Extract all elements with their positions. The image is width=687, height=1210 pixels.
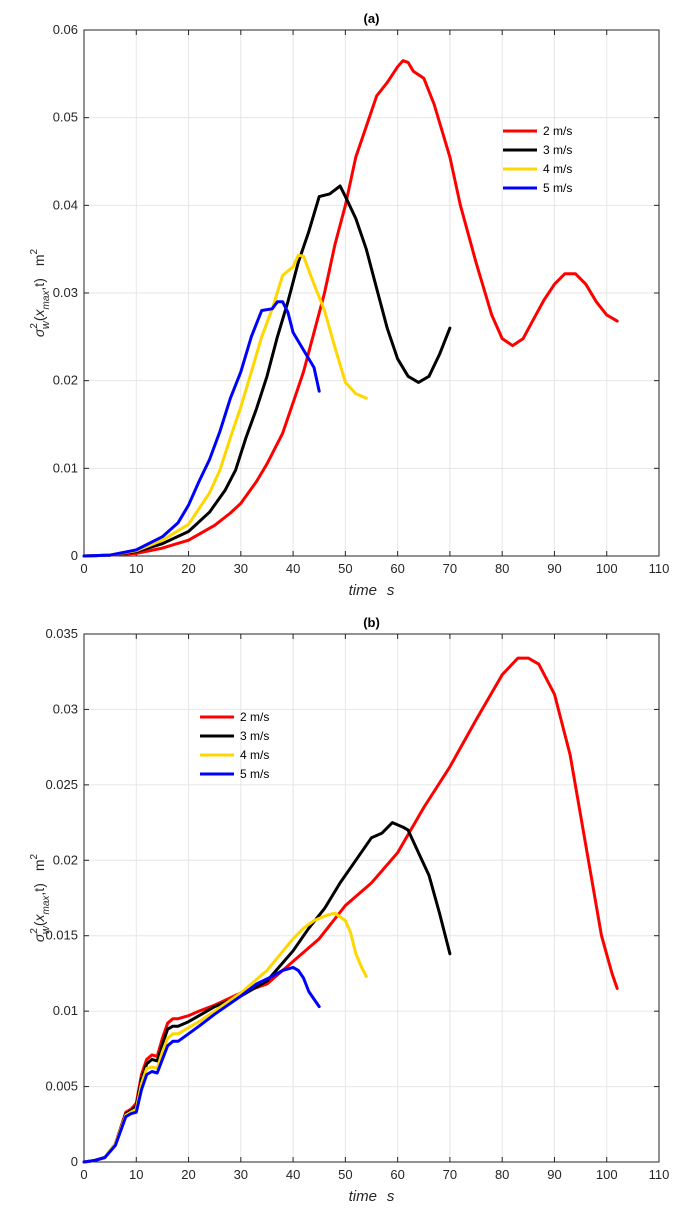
y-tick-label: 0.025: [45, 777, 78, 792]
y-tick-label: 0.035: [45, 626, 78, 641]
series-line-4-m-s: [82, 253, 368, 558]
x-tick-label: 0: [80, 561, 87, 576]
legend-entry: 3 m/s: [240, 729, 269, 743]
x-tick-label: 0: [80, 1167, 87, 1182]
legend-entry: 2 m/s: [240, 710, 269, 724]
y-tick-label: 0.04: [53, 197, 78, 212]
series-line-2-m-s: [82, 59, 619, 558]
legend-entry: 4 m/s: [240, 748, 269, 762]
panel-a: 0 10 20 30 40 50 60 70 80 90 100 110 0 0.01 0.02 0.03 0.…: [29, 11, 669, 599]
series-line-5-m-s: [82, 300, 321, 558]
x-tick-label: 10: [129, 1167, 143, 1182]
y-axis-label: σ2w(xmax,t)m2: [29, 248, 52, 337]
legend-entry: 3 m/s: [543, 143, 572, 157]
y-label-sub: w: [40, 925, 52, 934]
y-label-sigma: σ: [31, 933, 47, 942]
y-label-sigma: σ: [31, 328, 47, 337]
y-tick-label: 0: [71, 548, 78, 563]
y-label-unit-sup: 2: [29, 248, 40, 254]
x-tick-label: 40: [286, 561, 300, 576]
series-line-3-m-s: [82, 821, 452, 1164]
x-tick-label: 20: [181, 561, 195, 576]
y-label-sup: 2: [29, 928, 40, 934]
panel-b: 0 10 20 30 40 50 60 70 80 90 100 110 0 0.005 0.01 0.015…: [29, 615, 669, 1205]
x-tick-label: 70: [443, 561, 457, 576]
legend: 2 m/s 3 m/s 4 m/s 5 m/s: [503, 124, 572, 195]
x-tick-label: 20: [181, 1167, 195, 1182]
y-tick-label: 0.01: [53, 460, 78, 475]
x-axis-label: time s: [349, 1188, 395, 1205]
y-tick-label: 0.01: [53, 1003, 78, 1018]
y-tick-label: 0.06: [53, 22, 78, 37]
y-label-sup: 2: [29, 323, 40, 329]
axes-box: [83, 633, 660, 1163]
x-tick-label: 50: [338, 1167, 352, 1182]
x-axis-label-unit: s: [387, 582, 395, 599]
series-line-5-m-s: [82, 965, 321, 1164]
x-tick-label: 90: [547, 1167, 561, 1182]
y-tick-label: 0.03: [53, 701, 78, 716]
y-tick-label: 0.015: [45, 928, 78, 943]
y-tick-label: 0.02: [53, 373, 78, 388]
legend-entry: 2 m/s: [543, 124, 572, 138]
x-tick-label: 60: [390, 1167, 404, 1182]
x-tick-label: 10: [129, 561, 143, 576]
y-label-unit-sup: 2: [29, 853, 40, 859]
legend-entry: 5 m/s: [543, 181, 572, 195]
x-axis-label-main: time: [349, 582, 377, 599]
y-tick-label: 0.005: [45, 1079, 78, 1094]
y-tick-label: 0.03: [53, 285, 78, 300]
series-line-3-m-s: [82, 184, 452, 558]
x-tick-label: 110: [649, 561, 670, 576]
y-label-xsub: max: [41, 895, 52, 915]
x-tick-label: 100: [596, 1167, 618, 1182]
legend: 2 m/s 3 m/s 4 m/s 5 m/s: [200, 710, 269, 781]
legend-entry: 5 m/s: [240, 767, 269, 781]
x-tick-label: 100: [596, 561, 618, 576]
y-label-open: (: [31, 921, 47, 926]
x-axis-label: time s: [349, 582, 395, 599]
y-label-rest: ,t): [31, 278, 47, 290]
y-label-x: x: [31, 308, 47, 317]
y-axis-label: σ2w(xmax,t)m2: [29, 853, 52, 942]
x-tick-label: 50: [338, 561, 352, 576]
y-label-xsub: max: [41, 290, 52, 310]
x-tick-label: 80: [495, 1167, 509, 1182]
x-axis-label-main: time: [349, 1188, 377, 1205]
y-tick-label: 0: [71, 1154, 78, 1169]
x-tick-label: 70: [443, 1167, 457, 1182]
x-tick-label: 90: [547, 561, 561, 576]
panel-title: (b): [363, 615, 380, 630]
y-tick-label: 0.02: [53, 852, 78, 867]
y-tick-label: 0.05: [53, 110, 78, 125]
x-tick-label: 110: [649, 1167, 670, 1182]
y-label-sub: w: [40, 320, 52, 329]
x-axis-label-unit: s: [387, 1188, 395, 1205]
plot-area: [84, 634, 659, 1162]
x-tick-label: 30: [234, 561, 248, 576]
y-label-unit: m: [31, 254, 47, 266]
y-label-rest: ,t): [31, 883, 47, 895]
x-tick-label: 40: [286, 1167, 300, 1182]
x-tick-label: 30: [234, 1167, 248, 1182]
y-label-unit: m: [31, 859, 47, 871]
x-tick-label: 60: [390, 561, 404, 576]
y-label-open: (: [31, 316, 47, 321]
legend-entry: 4 m/s: [543, 162, 572, 176]
x-tick-label: 80: [495, 561, 509, 576]
y-label-x: x: [31, 913, 47, 922]
panel-title: (a): [364, 11, 380, 26]
